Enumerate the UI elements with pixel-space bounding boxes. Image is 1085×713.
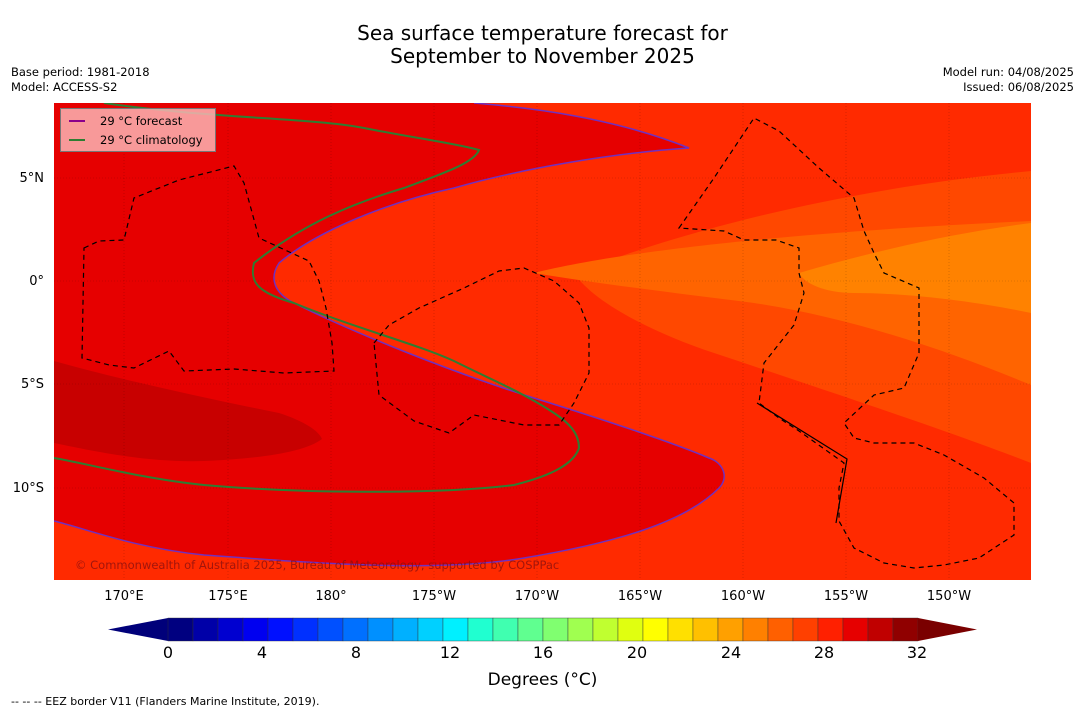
colorbar-under-triangle: [108, 618, 168, 641]
eez-border: [677, 117, 1015, 569]
colorbar-cell: [192, 617, 219, 642]
legend-climatology-label: 29 °C climatology: [100, 133, 203, 147]
colorbar: [108, 617, 977, 642]
lat-label-10s: 10°S: [12, 481, 44, 496]
colorbar-cell: [342, 617, 369, 642]
eez-border: [756, 402, 848, 524]
colorbar-cell: [392, 617, 419, 642]
colorbar-label-20: 20: [626, 643, 648, 662]
colorbar-cell: [367, 617, 394, 642]
colorbar-cell: [642, 617, 669, 642]
lon-label-155w: 155°W: [823, 589, 869, 604]
lon-label-170w: 170°W: [514, 589, 560, 604]
colorbar-cell: [492, 617, 519, 642]
colorbar-cell: [817, 617, 844, 642]
lon-label-175e: 175°E: [208, 589, 248, 604]
eez-footnote: -- -- -- EEZ border V11 (Flanders Marine…: [11, 695, 320, 708]
lat-label-5s: 5°S: [20, 377, 44, 392]
meta-right: Model run: 04/08/2025 Issued: 06/08/2025: [943, 65, 1074, 95]
legend-climatology-swatch: [69, 139, 85, 141]
forecast-29c-contour: [54, 103, 725, 567]
colorbar-label-16: 16: [532, 643, 554, 662]
colorbar-cells: [167, 617, 919, 642]
sst-field-30: [54, 361, 322, 462]
title-line-2: September to November 2025: [390, 44, 695, 68]
colorbar-cell: [442, 617, 469, 642]
colorbar-label-8: 8: [350, 643, 362, 662]
legend-forecast: 29 °C forecast: [69, 113, 182, 129]
meta-left: Base period: 1981-2018 Model: ACCESS-S2: [11, 65, 150, 95]
colorbar-cell: [692, 617, 719, 642]
colorbar-cell: [767, 617, 794, 642]
climatology-29c-contour: [54, 103, 581, 493]
colorbar-cell: [167, 617, 194, 642]
base-period: Base period: 1981-2018: [11, 65, 150, 79]
lat-label-5n: 5°N: [19, 171, 45, 186]
legend-forecast-label: 29 °C forecast: [100, 114, 183, 128]
sst-field-25-tip: [999, 278, 1031, 313]
colorbar-cell: [217, 617, 244, 642]
colorbar-cell: [467, 617, 494, 642]
lon-label-170e: 170°E: [104, 589, 144, 604]
colorbar-cell: [667, 617, 694, 642]
map-gridlines: [54, 103, 1031, 580]
colorbar-label-4: 4: [256, 643, 268, 662]
issued-date: Issued: 06/08/2025: [963, 80, 1074, 94]
colorbar-over-triangle: [918, 618, 977, 641]
colorbar-label-0: 0: [162, 643, 174, 662]
copyright-notice: © Commonwealth of Australia 2025, Bureau…: [75, 558, 560, 572]
colorbar-cell: [792, 617, 819, 642]
sst-map: [54, 103, 1031, 580]
lat-label-0: 0°: [29, 274, 44, 289]
colorbar-cell: [417, 617, 444, 642]
colorbar-cell: [542, 617, 569, 642]
colorbar-cell: [617, 617, 644, 642]
colorbar-label-12: 12: [439, 643, 461, 662]
colorbar-label-24: 24: [720, 643, 742, 662]
lon-label-180: 180°: [315, 589, 347, 604]
colorbar-cell: [867, 617, 894, 642]
colorbar-cell: [242, 617, 269, 642]
legend-forecast-swatch: [69, 120, 85, 122]
colorbar-title: Degrees (°C): [487, 670, 598, 690]
colorbar-cell: [567, 617, 594, 642]
model-run: Model run: 04/08/2025: [942, 65, 1074, 79]
colorbar-label-28: 28: [813, 643, 835, 662]
colorbar-cell: [317, 617, 344, 642]
colorbar-cell: [717, 617, 744, 642]
colorbar-cell: [292, 617, 319, 642]
lon-label-165w: 165°W: [617, 589, 663, 604]
lon-label-160w: 160°W: [720, 589, 766, 604]
colorbar-cell: [592, 617, 619, 642]
colorbar-cell: [892, 617, 919, 642]
colorbar-cell: [742, 617, 769, 642]
map-legend: 29 °C forecast 29 °C climatology: [60, 108, 216, 152]
eez-border: [81, 165, 335, 374]
legend-climatology: 29 °C climatology: [69, 132, 203, 148]
chart-title: Sea surface temperature forecast for Sep…: [0, 22, 1085, 68]
sst-field-25: [799, 223, 1031, 313]
lon-label-150w: 150°W: [926, 589, 972, 604]
lon-label-175w: 175°W: [411, 589, 457, 604]
model-name: Model: ACCESS-S2: [11, 80, 118, 94]
title-line-1: Sea surface temperature forecast for: [357, 21, 728, 45]
colorbar-cell: [267, 617, 294, 642]
colorbar-cell: [517, 617, 544, 642]
eez-borders: [81, 117, 1015, 569]
colorbar-cell: [842, 617, 869, 642]
colorbar-label-32: 32: [906, 643, 928, 662]
